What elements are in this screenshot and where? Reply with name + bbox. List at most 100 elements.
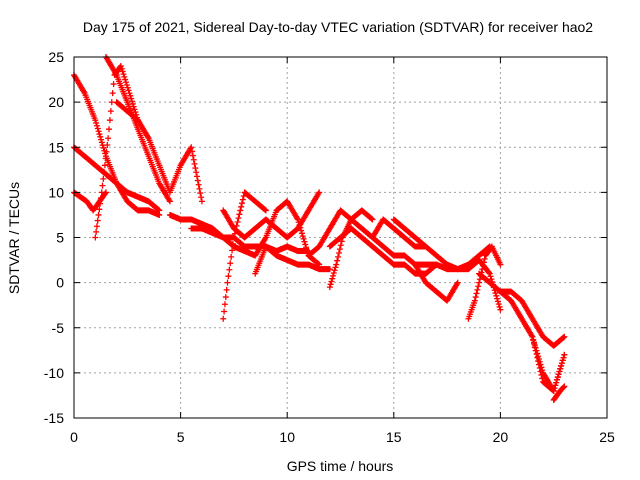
data-point	[198, 198, 205, 205]
data-point	[190, 156, 197, 163]
data-point	[471, 297, 478, 304]
y-tick-label: -10	[44, 365, 64, 381]
data-point	[229, 247, 236, 254]
series-trace-k	[252, 243, 333, 277]
data-point	[235, 215, 242, 222]
data-point	[560, 384, 567, 391]
series-trace-u	[529, 333, 568, 394]
data-point	[332, 264, 339, 271]
data-point	[239, 200, 246, 207]
data-point	[93, 119, 100, 126]
data-point	[497, 306, 504, 313]
y-tick-label: -5	[52, 320, 65, 336]
data-point	[303, 246, 310, 253]
data-point	[236, 211, 243, 218]
data-point	[480, 262, 487, 269]
data-point	[552, 382, 559, 389]
data-point	[561, 351, 568, 358]
chart-title: Day 175 of 2021, Sidereal Day-to-day VTE…	[83, 19, 593, 35]
data-point	[122, 76, 129, 83]
data-point	[131, 106, 138, 113]
series-trace-n	[326, 207, 376, 291]
y-tick-label: -15	[44, 410, 64, 426]
data-point	[560, 334, 567, 341]
data-point	[109, 90, 116, 97]
data-points	[71, 54, 568, 403]
data-point	[234, 219, 241, 226]
data-point	[195, 181, 202, 188]
y-tick-label: 20	[48, 94, 64, 110]
data-point	[227, 260, 234, 267]
data-point	[123, 79, 130, 86]
data-point	[553, 376, 560, 383]
data-point	[326, 284, 333, 291]
data-point	[485, 269, 492, 276]
data-point	[532, 347, 539, 354]
data-point	[196, 185, 203, 192]
data-point	[302, 241, 309, 248]
data-point	[228, 253, 235, 260]
data-point	[334, 257, 341, 264]
data-point	[124, 84, 131, 91]
data-point	[95, 128, 102, 135]
data-point	[335, 249, 342, 256]
data-point	[497, 261, 504, 268]
series-trace-j	[220, 189, 323, 241]
data-point	[369, 216, 376, 223]
data-point	[303, 244, 310, 251]
x-tick-label: 0	[70, 429, 78, 445]
data-point	[239, 196, 246, 203]
data-point	[486, 270, 493, 277]
data-point	[93, 228, 100, 235]
data-point	[123, 81, 130, 88]
data-point	[193, 169, 200, 176]
data-point	[494, 295, 501, 302]
data-point	[554, 374, 561, 381]
data-point	[454, 279, 461, 286]
data-point	[559, 357, 566, 364]
data-point	[327, 281, 334, 288]
data-point	[262, 207, 269, 214]
series-trace-e	[102, 54, 173, 205]
data-point	[531, 344, 538, 351]
data-point	[481, 255, 488, 262]
data-point	[189, 148, 196, 155]
data-point	[474, 286, 481, 293]
data-point	[492, 290, 499, 297]
data-point	[493, 292, 500, 299]
data-point	[535, 361, 542, 368]
data-point	[189, 152, 196, 159]
data-point	[94, 217, 101, 224]
data-point	[126, 90, 133, 97]
data-point	[479, 266, 486, 273]
data-point	[102, 190, 109, 197]
x-axis: 0 5 10 15 20 25	[70, 57, 615, 445]
data-point	[316, 189, 323, 196]
data-point	[98, 139, 105, 146]
data-point	[331, 267, 338, 274]
y-tick-label: 25	[48, 49, 64, 65]
data-point	[326, 266, 333, 273]
data-point	[330, 270, 337, 277]
data-point	[333, 261, 340, 268]
data-point	[480, 259, 487, 266]
data-point	[191, 160, 198, 167]
data-point	[472, 294, 479, 301]
data-point	[94, 125, 101, 132]
data-point	[220, 315, 227, 322]
data-point	[494, 298, 501, 305]
data-point	[92, 234, 99, 241]
data-point	[98, 189, 105, 196]
data-point	[551, 385, 558, 392]
data-point	[107, 108, 114, 115]
series-trace-t	[497, 288, 568, 349]
data-point	[128, 98, 135, 105]
series-trace-v	[550, 383, 568, 403]
data-point	[194, 177, 201, 184]
series-trace-c	[71, 72, 163, 218]
data-point	[198, 194, 205, 201]
data-point	[229, 240, 236, 247]
data-point	[127, 92, 134, 99]
data-point	[125, 87, 132, 94]
